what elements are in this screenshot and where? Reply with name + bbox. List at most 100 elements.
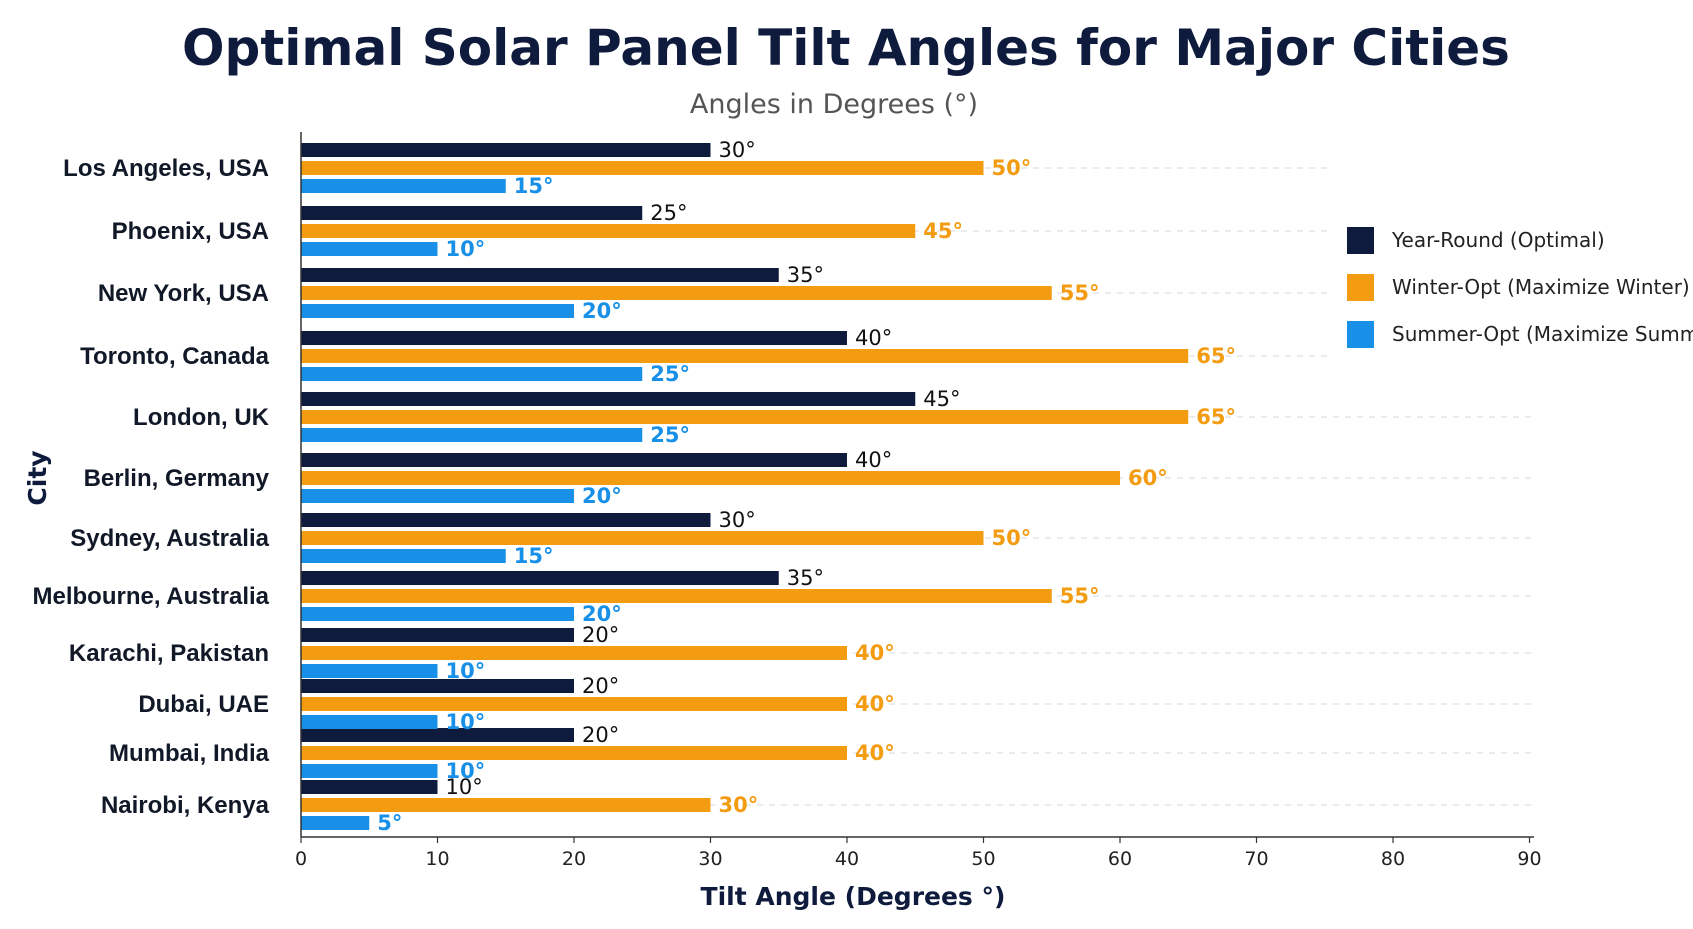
bar-5-1 [301,471,1120,485]
category-label: Berlin, Germany [84,465,270,492]
x-tick-label: 10 [425,848,449,870]
bar-11-0 [301,780,438,794]
data-label: 10° [446,775,483,799]
category-label: London, UK [133,404,270,431]
bar-10-2 [301,764,438,778]
x-tick-label: 30 [698,848,722,870]
bar-5-2 [301,489,574,503]
bar-10-0 [301,728,574,742]
data-label: 20° [582,484,622,508]
data-label: 20° [582,723,619,747]
bar-11-1 [301,798,711,812]
bar-1-1 [301,224,916,238]
bar-7-1 [301,589,1052,603]
bar-7-2 [301,607,574,621]
bars [301,143,1189,830]
y-axis-title: City [23,450,52,505]
category-label: Melbourne, Australia [33,583,270,610]
data-label: 55° [1060,281,1100,305]
bar-0-2 [301,179,506,193]
category-label: Nairobi, Kenya [101,792,270,819]
data-label: 30° [719,138,756,162]
bar-3-1 [301,349,1189,363]
category-label: Karachi, Pakistan [69,640,269,667]
x-tick-label: 50 [971,848,995,870]
bar-0-0 [301,143,711,157]
bar-8-0 [301,628,574,642]
legend-label: Winter-Opt (Maximize Winter) [1392,275,1690,299]
data-label: 25° [650,201,687,225]
bar-8-1 [301,646,847,660]
data-label: 15° [514,544,554,568]
bar-6-0 [301,513,711,527]
data-label: 40° [855,741,895,765]
data-label: 30° [719,508,756,532]
bar-1-0 [301,206,643,220]
data-label: 40° [855,641,895,665]
legend-swatch [1347,227,1374,254]
category-label: Sydney, Australia [70,525,269,552]
bar-11-2 [301,816,370,830]
bar-7-0 [301,571,779,585]
bar-0-1 [301,161,984,175]
bar-9-1 [301,697,847,711]
category-label: Los Angeles, USA [63,155,269,182]
bar-4-0 [301,392,916,406]
data-label: 55° [1060,584,1100,608]
bar-3-2 [301,367,643,381]
data-label: 10° [446,710,486,734]
legend-label: Summer-Opt (Maximize Summer) [1392,322,1693,346]
legend-swatch [1347,274,1374,301]
x-tick-label: 70 [1244,848,1268,870]
data-label: 30° [719,793,759,817]
data-label: 40° [855,326,892,350]
category-label: Dubai, UAE [138,691,269,718]
x-tick-label: 90 [1517,848,1541,870]
bar-6-1 [301,531,984,545]
x-axis-title: Tilt Angle (Degrees °) [701,882,1006,911]
x-tick-label: 40 [835,848,859,870]
chart-title: Optimal Solar Panel Tilt Angles for Majo… [182,19,1510,77]
data-label: 15° [514,174,554,198]
category-label: Mumbai, India [109,740,270,767]
data-label: 50° [992,156,1032,180]
bar-9-0 [301,679,574,693]
chart-subtitle: Angles in Degrees (°) [690,89,978,120]
data-label: 60° [1128,466,1168,490]
bar-4-1 [301,410,1189,424]
bar-6-2 [301,549,506,563]
data-label: 40° [855,692,895,716]
x-tick-label: 60 [1108,848,1132,870]
legend: Year-Round (Optimal) Winter-Opt (Maximize… [1347,227,1693,348]
data-label: 25° [650,362,690,386]
bar-1-2 [301,242,438,256]
bar-8-2 [301,664,438,678]
data-label: 25° [650,423,690,447]
data-label: 35° [787,566,824,590]
bar-9-2 [301,715,438,729]
bar-10-1 [301,746,847,760]
x-tick-label: 20 [562,848,586,870]
x-tick-label: 80 [1381,848,1405,870]
axes: 0 10 20 30 40 50 60 70 80 90 Los Angeles, USA Phoen… [33,132,1542,870]
data-label: 10° [446,659,486,683]
bar-2-0 [301,268,779,282]
bar-2-2 [301,304,574,318]
data-label: 5° [377,811,402,835]
legend-swatch [1347,321,1374,348]
data-label: 20° [582,299,622,323]
data-label: 20° [582,623,619,647]
data-label: 50° [992,526,1032,550]
bar-5-0 [301,453,847,467]
bar-3-0 [301,331,847,345]
category-label: Toronto, Canada [80,343,270,370]
data-label: 20° [582,674,619,698]
data-label: 45° [923,219,963,243]
bar-2-1 [301,286,1052,300]
category-label: New York, USA [98,280,269,307]
x-tick-label: 0 [295,848,307,870]
bar-4-2 [301,428,643,442]
data-label: 65° [1196,344,1236,368]
data-label: 40° [855,448,892,472]
